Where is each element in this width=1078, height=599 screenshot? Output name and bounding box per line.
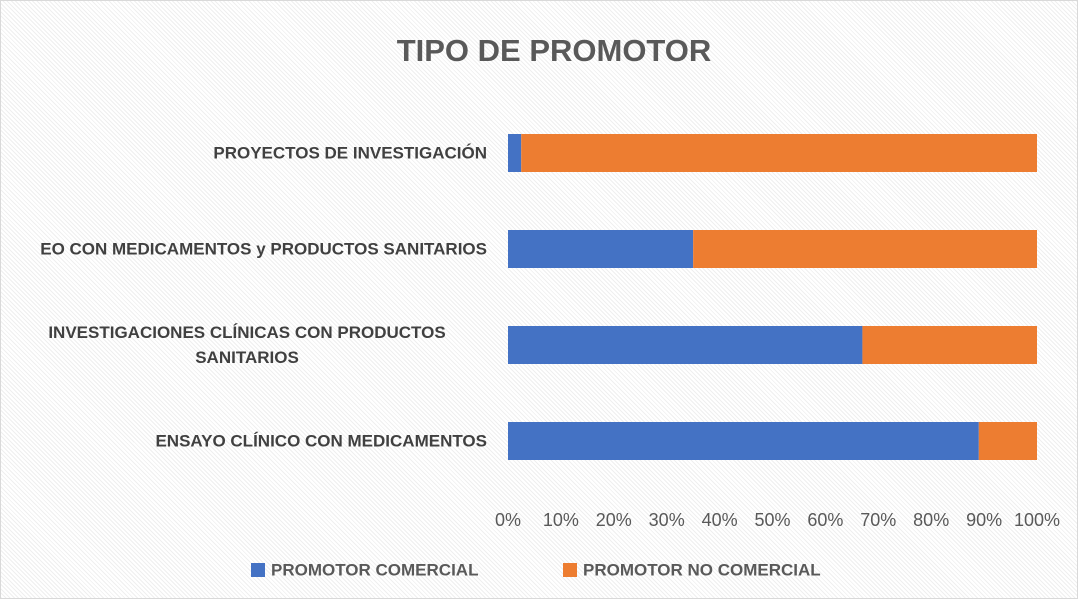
x-tick-label: 90% bbox=[966, 510, 1002, 530]
bar-segment bbox=[508, 326, 863, 364]
bar-segment bbox=[693, 230, 1037, 268]
legend-swatch bbox=[563, 563, 577, 577]
y-tick-label-box: EO CON MEDICAMENTOS y PRODUCTOS SANITARI… bbox=[7, 237, 487, 262]
x-tick-label: 0% bbox=[495, 510, 521, 530]
chart-title: TIPO DE PROMOTOR bbox=[397, 33, 712, 68]
legend-label: PROMOTOR NO COMERCIAL bbox=[583, 560, 821, 579]
y-tick-label: INVESTIGACIONES CLÍNICAS CON PRODUCTOS S… bbox=[48, 323, 446, 367]
legend-label: PROMOTOR COMERCIAL bbox=[271, 560, 478, 579]
y-tick-label-box: ENSAYO CLÍNICO CON MEDICAMENTOS bbox=[7, 429, 487, 454]
x-tick-label: 20% bbox=[596, 510, 632, 530]
bar-segment bbox=[508, 134, 522, 172]
x-tick-label: 40% bbox=[702, 510, 738, 530]
x-tick-label: 30% bbox=[649, 510, 685, 530]
x-tick-label: 100% bbox=[1014, 510, 1060, 530]
bar-segment bbox=[508, 230, 694, 268]
x-tick-label: 10% bbox=[543, 510, 579, 530]
x-tick-label: 50% bbox=[754, 510, 790, 530]
bar-segment bbox=[862, 326, 1037, 364]
x-tick-label: 70% bbox=[860, 510, 896, 530]
bar-segment bbox=[521, 134, 1037, 172]
bar-segment bbox=[508, 422, 979, 460]
x-tick-label: 60% bbox=[807, 510, 843, 530]
bar-segment bbox=[978, 422, 1037, 460]
legend-swatch bbox=[251, 563, 265, 577]
y-tick-label: ENSAYO CLÍNICO CON MEDICAMENTOS bbox=[155, 431, 487, 451]
x-tick-label: 80% bbox=[913, 510, 949, 530]
y-tick-label: PROYECTOS DE INVESTIGACIÓN bbox=[213, 143, 487, 163]
y-tick-label: EO CON MEDICAMENTOS y PRODUCTOS SANITARI… bbox=[40, 239, 487, 259]
y-tick-label-box: PROYECTOS DE INVESTIGACIÓN bbox=[7, 141, 487, 166]
y-tick-label-box: INVESTIGACIONES CLÍNICAS CON PRODUCTOS S… bbox=[7, 320, 487, 370]
